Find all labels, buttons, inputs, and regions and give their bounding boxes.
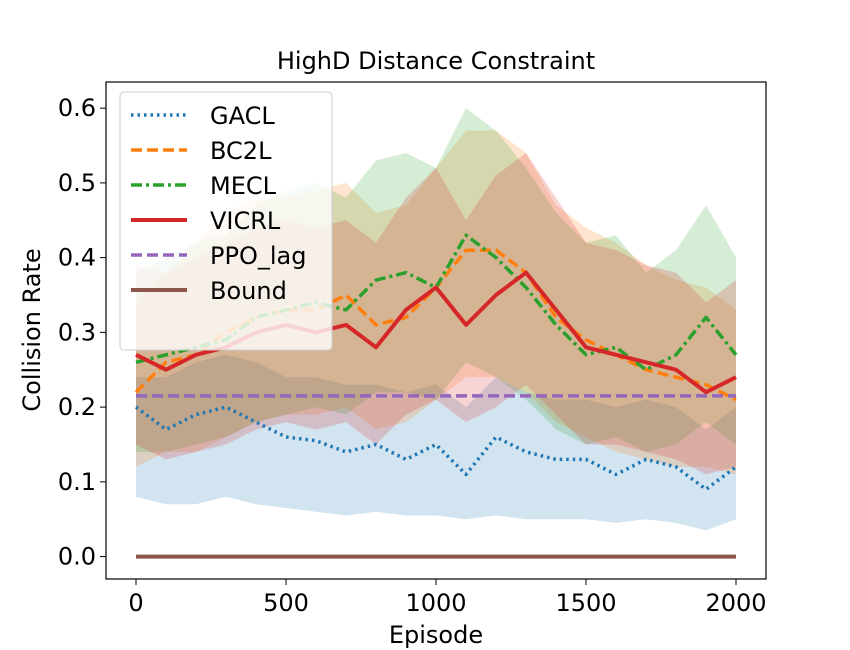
x-tick-label: 500 bbox=[263, 589, 309, 617]
x-axis-title: Episode bbox=[389, 621, 483, 649]
legend-label-gacl: GACL bbox=[210, 102, 275, 130]
y-tick-label: 0.1 bbox=[58, 468, 96, 496]
legend-label-ppo-lag: PPO_lag bbox=[210, 242, 306, 270]
x-tick-label: 1500 bbox=[555, 589, 616, 617]
y-tick-label: 0.2 bbox=[58, 393, 96, 421]
y-axis: 0.0 0.1 0.2 0.3 0.4 0.5 0.6 bbox=[58, 94, 106, 571]
legend: GACL BC2L MECL VICRL PPO_lag Bound bbox=[119, 91, 333, 351]
y-tick-label: 0.0 bbox=[58, 543, 96, 571]
band-gacl bbox=[136, 354, 736, 531]
x-axis: 0 500 1000 1500 2000 bbox=[128, 579, 767, 617]
legend-box bbox=[119, 91, 333, 351]
y-tick-label: 0.6 bbox=[58, 94, 96, 122]
y-tick-label: 0.5 bbox=[58, 169, 96, 197]
chart-title: HighD Distance Constraint bbox=[277, 47, 595, 75]
legend-label-vicrl: VICRL bbox=[210, 207, 281, 235]
legend-label-mecl: MECL bbox=[210, 172, 277, 200]
x-tick-label: 2000 bbox=[705, 589, 766, 617]
y-axis-title: Collision Rate bbox=[18, 248, 46, 411]
legend-label-bc2l: BC2L bbox=[210, 137, 272, 165]
y-tick-label: 0.3 bbox=[58, 318, 96, 346]
x-tick-label: 1000 bbox=[405, 589, 466, 617]
legend-label-bound: Bound bbox=[210, 277, 287, 305]
y-tick-label: 0.4 bbox=[58, 244, 96, 272]
x-tick-label: 0 bbox=[128, 589, 143, 617]
